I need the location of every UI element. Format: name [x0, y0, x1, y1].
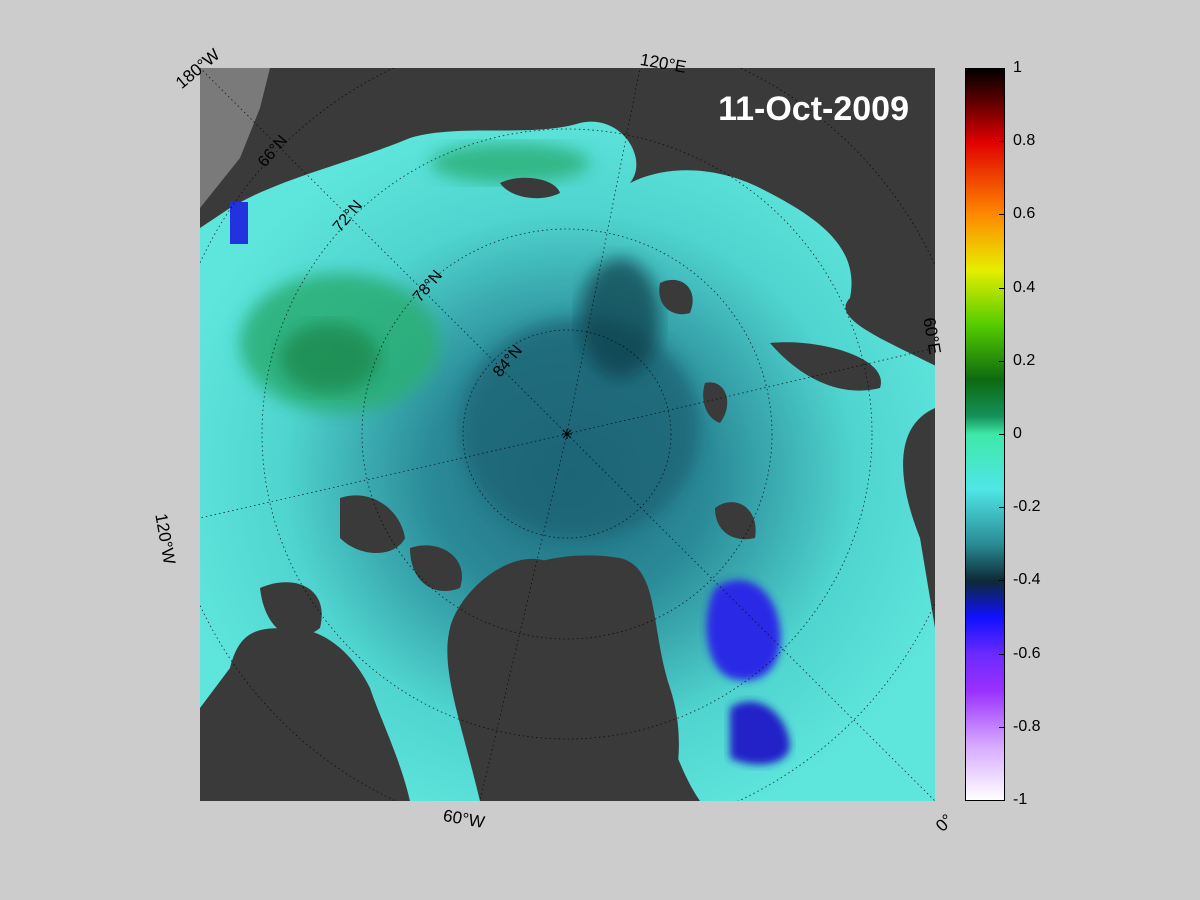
island-novaya-zemlya	[770, 342, 881, 391]
colorbar-tick-mark	[999, 800, 1005, 801]
colorbar-tick-mark	[999, 507, 1005, 509]
island-novosibirsk	[500, 177, 560, 199]
graticule	[200, 68, 935, 801]
colorbar-tick-label: 0.8	[1013, 132, 1036, 150]
colorbar-tick-label: 0.2	[1013, 351, 1036, 369]
colorbar-tick-label: -0.2	[1013, 498, 1041, 516]
land-greenland	[466, 555, 679, 801]
colorbar-tick-label: 0.4	[1013, 278, 1036, 296]
latitude-circle-72	[261, 128, 873, 740]
meridian-0	[566, 433, 935, 801]
strong-negative-patch-south	[730, 701, 790, 765]
central-negative-region	[460, 318, 700, 538]
lon-label-0: 0°	[932, 810, 957, 836]
island-svalbard	[715, 502, 756, 540]
colorbar-tick-label: 1	[1013, 59, 1022, 76]
latitude-circle-78	[361, 228, 773, 640]
colorbar-tick-label: -0.4	[1013, 571, 1041, 589]
lon-label-60w: 60°W	[441, 806, 487, 832]
meridian-120e	[566, 68, 641, 435]
sea-ice-anomaly-map: 66°N 72°N 78°N 84°N 11-Oct-2009	[200, 68, 935, 801]
colorbar-tick-label: -0.6	[1013, 644, 1041, 662]
island-severnaya	[659, 279, 693, 315]
colorbar-tick-mark	[999, 68, 1005, 69]
colorbar-tick-mark	[999, 726, 1005, 728]
lon-label-120w: 120°W	[151, 512, 179, 566]
land-labrador	[200, 702, 270, 801]
colorbar-tick-label: -1	[1013, 791, 1028, 808]
latitude-circle-84	[462, 329, 672, 539]
island-baffin	[260, 582, 322, 637]
meridian-180	[200, 68, 568, 435]
colorbar-tick-mark	[999, 580, 1005, 582]
island-franz-josef	[703, 382, 728, 423]
colorbar-tick-label: 0.6	[1013, 205, 1036, 223]
colorbar-tick-mark	[999, 434, 1005, 435]
colorbar	[965, 68, 1005, 801]
colorbar-tick-mark	[999, 287, 1005, 289]
map-canvas: 66°N 72°N 78°N 84°N	[200, 68, 935, 801]
siberian-shelf-anomaly	[430, 143, 590, 183]
colorbar-tick-mark	[999, 360, 1005, 362]
distant-land	[200, 68, 270, 208]
colorbar-tick-mark	[999, 653, 1005, 655]
colorbar-tick-mark	[999, 141, 1005, 143]
colorbar-tick-label: 0	[1013, 425, 1022, 442]
date-label: 11-Oct-2009	[718, 90, 909, 128]
colorbar-tick-mark	[999, 214, 1005, 216]
negative-ridge	[580, 258, 660, 378]
negative-patch-bering	[230, 202, 248, 244]
green-anomaly-core	[280, 323, 380, 393]
strong-negative-patch-barents	[706, 580, 781, 681]
island-banks	[340, 495, 405, 553]
colorbar-tick-label: -0.8	[1013, 717, 1041, 735]
north-pole-marker	[562, 429, 572, 439]
